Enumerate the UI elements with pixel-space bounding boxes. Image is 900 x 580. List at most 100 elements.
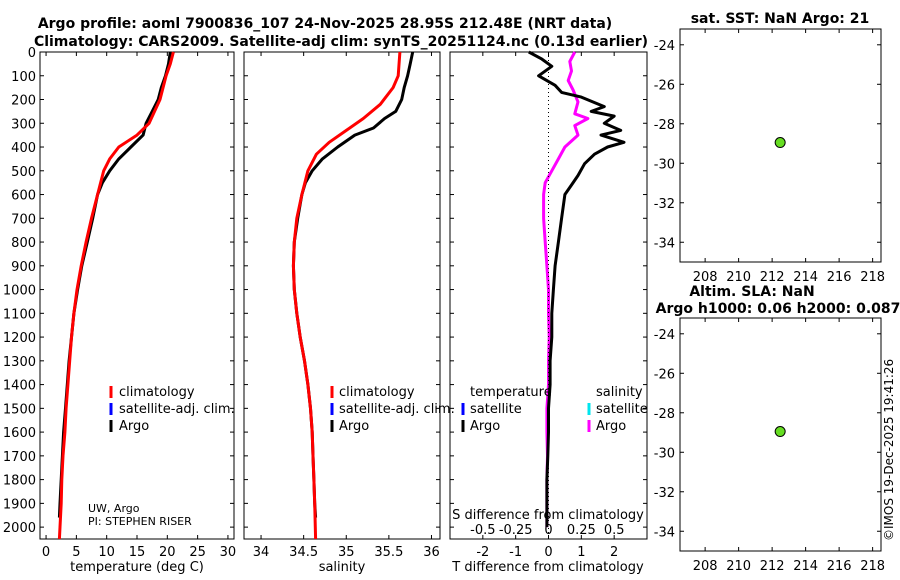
map-x-tick-label: 208 xyxy=(693,270,718,285)
y-tick-label: 400 xyxy=(11,141,36,156)
difference-legend: temperature salinity satellite Argo sate… xyxy=(461,385,648,434)
map-y-tick-label: -26 xyxy=(654,367,675,382)
profile-location-marker xyxy=(774,137,786,149)
x-tick-label: 36 xyxy=(423,545,440,560)
map-x-tick-label: 216 xyxy=(827,270,852,285)
x-tick-label: 34.5 xyxy=(289,545,318,560)
map-y-tick-label: -24 xyxy=(654,39,675,54)
y-tick-label: 600 xyxy=(11,189,36,204)
y-tick-label: 1300 xyxy=(3,355,36,370)
map-y-tick-label: -28 xyxy=(654,118,675,133)
y-tick-label: 200 xyxy=(11,94,36,109)
map-y-tick-label: -28 xyxy=(654,407,675,422)
y-tick-label: 800 xyxy=(11,236,36,251)
map-y-tick-label: -32 xyxy=(654,197,675,212)
y-tick-label: 1600 xyxy=(3,426,36,441)
difference-xlabel: T difference from climatology xyxy=(451,560,644,575)
map-x-tick-label: 210 xyxy=(726,559,751,574)
temperature-xlabel: temperature (deg C) xyxy=(70,560,204,575)
map-y-tick-label: -30 xyxy=(654,446,675,461)
y-tick-label: 100 xyxy=(11,70,36,85)
x-tick-label: 5 xyxy=(72,545,80,560)
temperature-argo-line xyxy=(57,51,172,518)
operator-annotation: UW, Argo xyxy=(88,502,140,515)
figure-title-line1: Argo profile: aoml 7900836_107 24-Nov-20… xyxy=(38,16,612,32)
map-y-tick-label: -24 xyxy=(654,328,675,343)
y-tick-label: 0 xyxy=(28,46,36,61)
y-tick-label: 500 xyxy=(11,165,36,180)
salinity-climatology-line xyxy=(291,51,402,540)
t-difference-argo-line xyxy=(528,50,626,528)
y-tick-label: 1800 xyxy=(3,474,36,489)
sla-map-title: Altim. SLA: NaN xyxy=(689,284,814,300)
map-x-tick-label: 218 xyxy=(860,270,885,285)
x-tick-label: 1 xyxy=(577,545,585,560)
temperature-climatology-line xyxy=(57,51,175,540)
x-tick-label: 15 xyxy=(129,545,146,560)
map-x-tick-label: 216 xyxy=(827,559,852,574)
x-tick-label: 0 xyxy=(42,545,50,560)
map-x-tick-label: 210 xyxy=(726,270,751,285)
x-tick-label: 35 xyxy=(338,545,355,560)
map-y-tick-label: -34 xyxy=(654,525,675,540)
map-y-tick-label: -26 xyxy=(654,78,675,93)
x-tick-label: -1 xyxy=(509,545,522,560)
sst-map-frame xyxy=(679,28,882,263)
legend-label-t-satellite: satellite xyxy=(470,402,522,417)
temperature-legend: climatology satellite-adj. clim. Argo xyxy=(109,385,235,434)
x-tick-label: 34 xyxy=(253,545,270,560)
map-y-tick-label: -30 xyxy=(654,157,675,172)
sla-map-subtitle: Argo h1000: 0.06 h2000: 0.087 xyxy=(656,301,900,317)
y-tick-label: 900 xyxy=(11,260,36,275)
x-tick-label: 2 xyxy=(610,545,618,560)
difference-xlabel-top: S difference from climatology xyxy=(452,508,644,523)
map-x-tick-label: 212 xyxy=(760,559,785,574)
profile-location-marker xyxy=(774,426,786,438)
salinity-panel-frame xyxy=(243,51,441,540)
map-y-tick-label: -34 xyxy=(654,236,675,251)
secondary-x-tick-label: -0.5 xyxy=(470,523,495,538)
x-tick-label: 20 xyxy=(159,545,176,560)
y-tick-label: 2000 xyxy=(3,521,36,536)
x-tick-label: -2 xyxy=(476,545,489,560)
legend-label-satellite: satellite-adj. clim. xyxy=(119,402,235,417)
y-tick-label: 300 xyxy=(11,117,36,132)
sst-map-title: sat. SST: NaN Argo: 21 xyxy=(691,11,870,27)
salinity-xlabel: salinity xyxy=(319,560,366,575)
temperature-panel-frame xyxy=(39,51,235,540)
legend-label-s-argo: Argo xyxy=(596,419,626,434)
axes-layer: 0 5 10 15 20 25 300100200300400500600700800900… xyxy=(3,29,885,574)
legend-title-salinity: salinity xyxy=(596,385,643,400)
x-tick-label: 35.5 xyxy=(374,545,403,560)
series-layer xyxy=(57,50,786,540)
map-y-tick-label: -32 xyxy=(654,486,675,501)
y-tick-label: 1700 xyxy=(3,450,36,465)
secondary-x-tick-label: 0.5 xyxy=(604,523,625,538)
y-tick-label: 1500 xyxy=(3,402,36,417)
map-x-tick-label: 208 xyxy=(693,559,718,574)
secondary-x-tick-label: 0.25 xyxy=(567,523,596,538)
legend-label-s-satellite: satellite xyxy=(596,402,648,417)
figure-title-line2: Climatology: CARS2009. Satellite-adj cli… xyxy=(34,34,648,50)
sla-map-frame xyxy=(679,317,882,552)
x-tick-label: 30 xyxy=(220,545,237,560)
secondary-x-tick-label: -0.25 xyxy=(499,523,533,538)
x-tick-label: 10 xyxy=(98,545,115,560)
y-tick-label: 700 xyxy=(11,212,36,227)
y-tick-label: 1000 xyxy=(3,284,36,299)
secondary-x-tick-label: 0 xyxy=(544,523,552,538)
map-x-tick-label: 214 xyxy=(793,559,818,574)
pi-annotation: PI: STEPHEN RISER xyxy=(88,515,192,528)
map-x-tick-label: 214 xyxy=(793,270,818,285)
y-tick-label: 1400 xyxy=(3,379,36,394)
legend-label-argo: Argo xyxy=(339,419,369,434)
legend-title-temperature: temperature xyxy=(470,385,552,400)
y-tick-label: 1900 xyxy=(3,497,36,512)
y-tick-label: 1100 xyxy=(3,307,36,322)
legend-label-climatology: climatology xyxy=(119,385,195,400)
map-x-tick-label: 212 xyxy=(760,270,785,285)
x-tick-label: 0 xyxy=(544,545,552,560)
x-tick-label: 25 xyxy=(189,545,206,560)
legend-label-argo: Argo xyxy=(119,419,149,434)
